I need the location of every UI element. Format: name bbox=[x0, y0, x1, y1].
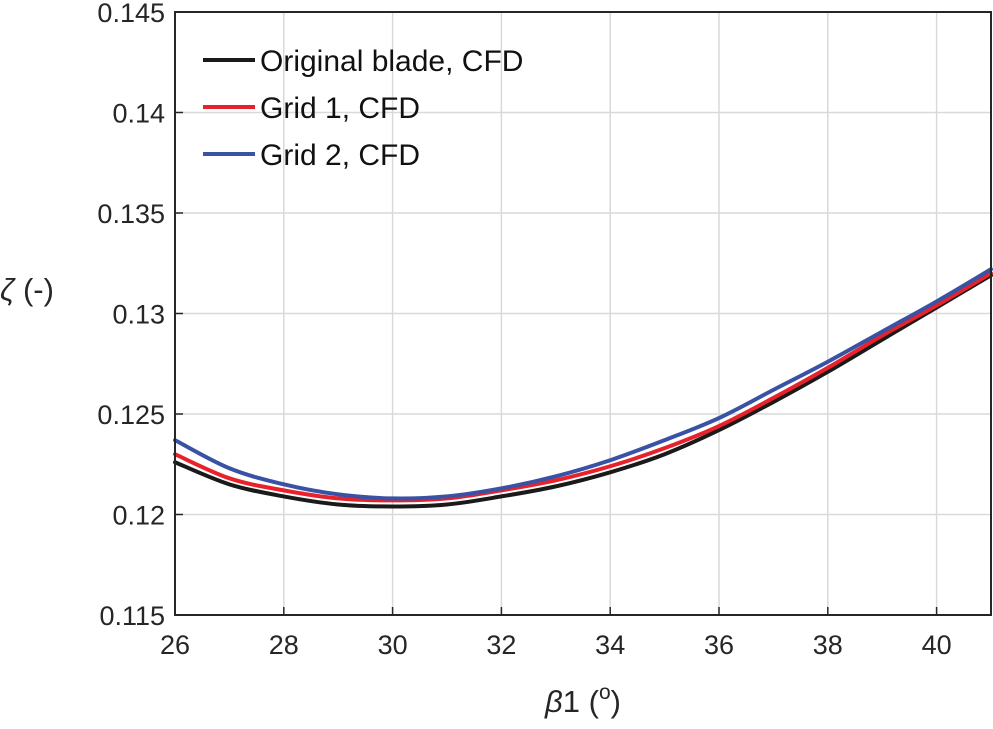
y-tick-label: 0.12 bbox=[112, 501, 165, 531]
legend: Original blade, CFD Grid 1, CFD Grid 2, CF… bbox=[203, 45, 523, 172]
y-tick-label: 0.14 bbox=[112, 99, 165, 129]
x-axis-suffix: ) bbox=[611, 684, 621, 719]
y-tick-label: 0.145 bbox=[97, 0, 165, 28]
series-line-2 bbox=[173, 271, 993, 503]
y-axis-label: ζ (-) bbox=[0, 272, 54, 307]
series-line-1 bbox=[173, 273, 993, 509]
x-axis-text: 1 ( bbox=[563, 684, 600, 719]
x-tick-label: 26 bbox=[160, 630, 190, 660]
y-tick-label: 0.125 bbox=[97, 400, 165, 430]
x-axis-symbol: β bbox=[544, 684, 563, 719]
series-lines bbox=[173, 267, 993, 509]
x-tick-label: 40 bbox=[922, 630, 952, 660]
series-line-3 bbox=[173, 267, 993, 501]
x-tick-label: 36 bbox=[704, 630, 734, 660]
legend-label-1: Original blade, CFD bbox=[260, 45, 523, 78]
x-tick-labels: 26 28 30 32 34 36 38 40 bbox=[160, 630, 952, 660]
x-axis-superscript: o bbox=[599, 681, 611, 704]
y-axis-text: (-) bbox=[14, 272, 54, 307]
x-tick-label: 28 bbox=[269, 630, 299, 660]
x-axis-label: β1 (o) bbox=[544, 681, 621, 719]
x-tick-label: 38 bbox=[813, 630, 843, 660]
y-tick-labels: 0.115 0.12 0.125 0.13 0.135 0.14 0.145 bbox=[97, 0, 165, 631]
y-tick-label: 0.13 bbox=[112, 300, 165, 330]
y-axis-symbol: ζ bbox=[0, 272, 16, 307]
x-tick-label: 34 bbox=[595, 630, 625, 660]
x-tick-label: 32 bbox=[486, 630, 516, 660]
axis-ticks bbox=[174, 11, 938, 616]
y-tick-label: 0.135 bbox=[97, 199, 165, 229]
x-tick-label: 30 bbox=[378, 630, 408, 660]
legend-label-3: Grid 2, CFD bbox=[260, 139, 420, 172]
y-tick-label: 0.115 bbox=[99, 601, 165, 631]
legend-label-2: Grid 1, CFD bbox=[260, 92, 420, 125]
